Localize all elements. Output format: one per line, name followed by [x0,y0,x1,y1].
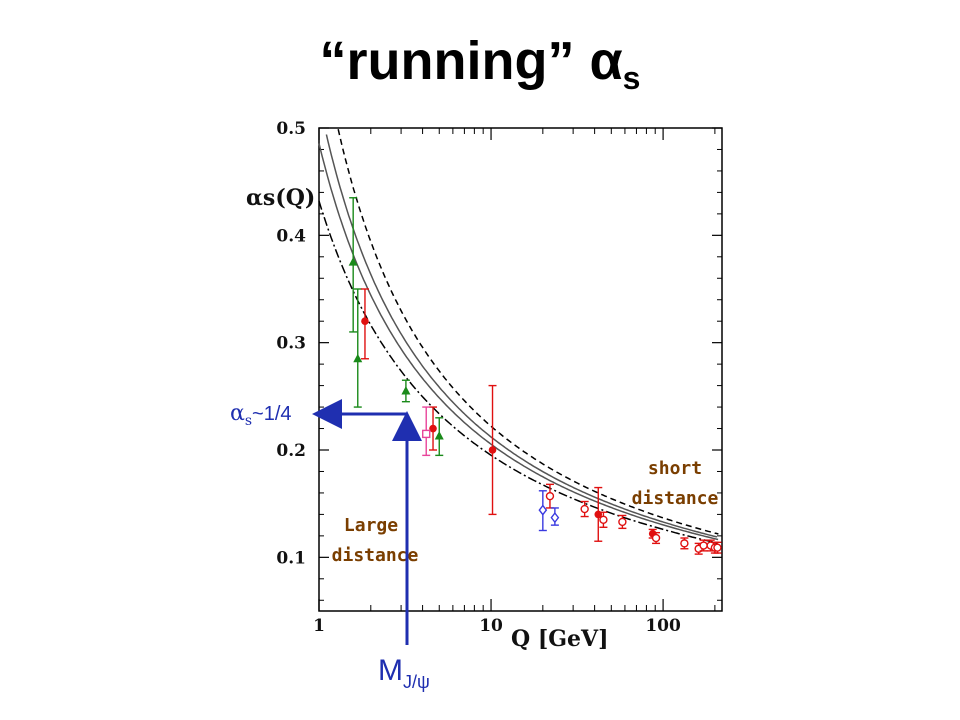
central-curve-upper [325,134,718,538]
y-tick-label: 0.5 [276,119,306,139]
data-point [550,511,560,524]
x-tick-label: 100 [645,616,681,636]
data-point [429,424,437,433]
data-point [599,515,608,524]
data-point [488,446,497,454]
data-point [680,539,689,548]
mjpsi-annotation: MJ/ψ [378,654,430,692]
data-point [538,504,548,516]
data-point [651,533,661,543]
annotation-large: Large [344,515,398,536]
annotation-short-distance: distance [632,488,719,509]
annotation-large-distance: distance [332,545,419,566]
data-point [699,541,708,550]
plot-frame [318,127,723,612]
data-point [353,353,363,363]
slide-title: “running” αs [0,30,960,97]
alpha-s-annotation-symbol: α [230,401,245,426]
y-tick-label: 0.2 [276,441,306,461]
data-point [545,491,555,501]
data-point [422,429,431,439]
alpha-s-annotation-sub: s [245,413,252,429]
central-curve-lower [318,143,719,541]
alpha-s-annotation: αs~1/4 [230,401,292,429]
x-tick-label: 10 [479,616,503,636]
slide-title-subscript: s [622,60,641,96]
data-point [580,504,589,514]
x-axis-label: Q [GeV] [511,626,609,652]
y-tick-label: 0.4 [276,226,306,246]
mjpsi-annotation-sub: J/ψ [403,672,430,692]
x-tick-label: 1 [313,616,325,636]
y-tick-label: 0.3 [276,334,306,354]
slide-title-main: “running” α [319,31,623,91]
mjpsi-annotation-main: M [378,654,403,687]
y-axis-label: αs(Q) [246,185,315,211]
y-tick-label: 0.1 [276,548,306,568]
data-point [348,257,358,266]
band-lower-curve [318,200,719,544]
alpha-s-annotation-value: ~1/4 [252,403,291,425]
data-point [401,385,411,395]
data-point [713,543,722,552]
data-point [618,517,627,527]
data-point [434,431,444,440]
band-upper-curve [337,129,719,535]
annotation-short: short [648,458,702,479]
data-point [361,317,369,326]
